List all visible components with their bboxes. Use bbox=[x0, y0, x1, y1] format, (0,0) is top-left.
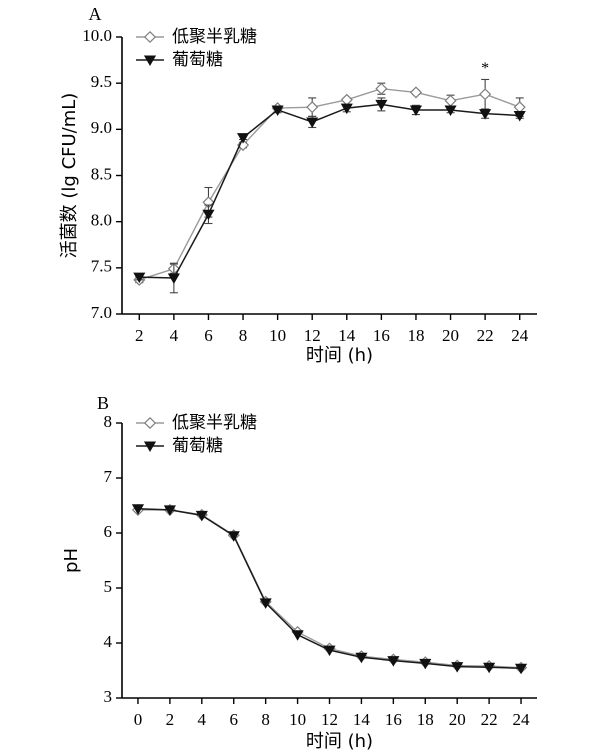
data-point bbox=[419, 658, 432, 670]
data-point bbox=[483, 662, 496, 674]
y-tick-label: 4 bbox=[104, 632, 113, 651]
data-point bbox=[195, 510, 208, 522]
x-tick-label: 10 bbox=[289, 710, 306, 729]
data-point bbox=[444, 94, 457, 107]
x-tick-label: 18 bbox=[407, 326, 424, 345]
x-tick-label: 22 bbox=[477, 326, 494, 345]
x-tick-label: 16 bbox=[385, 710, 402, 729]
data-point bbox=[271, 105, 284, 116]
data-point bbox=[236, 138, 250, 152]
y-tick-label: 5 bbox=[104, 577, 113, 596]
x-axis-label: 时间 (h) bbox=[306, 345, 373, 366]
y-axis-label: 活菌数 (lg CFU/mL) bbox=[59, 93, 80, 259]
y-tick-label: 7.5 bbox=[91, 257, 112, 276]
y-tick-label: 3 bbox=[104, 687, 113, 706]
x-tick-label: 8 bbox=[239, 326, 248, 345]
data-point bbox=[202, 209, 215, 221]
y-tick-label: 7.0 bbox=[91, 303, 112, 322]
x-tick-label: 18 bbox=[417, 710, 434, 729]
data-point bbox=[513, 101, 526, 114]
y-tick-label: 8.5 bbox=[91, 164, 112, 183]
significance-annotation: * bbox=[481, 60, 489, 77]
series-line bbox=[139, 103, 520, 279]
data-point bbox=[227, 531, 240, 542]
x-axis-label: 时间 (h) bbox=[306, 731, 373, 752]
data-point bbox=[131, 504, 145, 515]
data-point bbox=[340, 93, 353, 106]
y-axis-label: pH bbox=[61, 548, 82, 573]
data-point bbox=[236, 133, 250, 144]
legend-marker bbox=[143, 30, 157, 44]
data-point bbox=[479, 88, 492, 101]
data-point bbox=[444, 105, 457, 116]
data-point bbox=[451, 662, 464, 673]
x-tick-label: 6 bbox=[229, 710, 238, 729]
x-tick-label: 2 bbox=[166, 710, 175, 729]
panel-label: B bbox=[97, 393, 109, 413]
legend-marker bbox=[143, 441, 157, 452]
x-tick-label: 24 bbox=[511, 326, 529, 345]
legend-marker bbox=[143, 55, 157, 66]
chart-panel-a: A7.07.58.08.59.09.510.02 4 6 8 10 12 14 16 18 20 2… bbox=[59, 4, 537, 366]
data-point bbox=[514, 663, 528, 675]
x-tick-label: 20 bbox=[442, 326, 459, 345]
legend-label: 葡萄糖 bbox=[172, 436, 223, 456]
x-tick-label: 24 bbox=[513, 710, 531, 729]
data-point bbox=[375, 99, 388, 111]
data-point bbox=[259, 598, 272, 609]
y-tick-label: 8 bbox=[104, 412, 113, 431]
y-tick-label: 9.0 bbox=[91, 118, 112, 137]
series-0 bbox=[133, 78, 526, 286]
x-tick-label: 12 bbox=[304, 326, 321, 345]
data-point bbox=[409, 105, 423, 116]
data-point bbox=[323, 645, 336, 657]
x-tick-label: 6 bbox=[204, 326, 213, 345]
x-tick-label: 2 bbox=[135, 326, 144, 345]
x-tick-label: 16 bbox=[373, 326, 390, 345]
y-tick-label: 8.0 bbox=[91, 211, 112, 230]
y-tick-label: 9.5 bbox=[91, 72, 112, 91]
x-tick-label: 14 bbox=[338, 326, 356, 345]
data-point bbox=[479, 109, 492, 120]
data-point bbox=[306, 117, 319, 128]
data-point bbox=[167, 273, 180, 284]
x-tick-label: 0 bbox=[134, 710, 143, 729]
x-tick-label: 12 bbox=[321, 710, 338, 729]
data-point bbox=[387, 656, 400, 667]
x-tick-label: 10 bbox=[269, 326, 286, 345]
data-point bbox=[375, 82, 388, 95]
x-tick-label: 20 bbox=[449, 710, 466, 729]
panel-label: A bbox=[89, 4, 102, 24]
x-tick-label: 14 bbox=[353, 710, 371, 729]
x-tick-label: 4 bbox=[198, 710, 207, 729]
data-point bbox=[291, 630, 304, 641]
y-tick-label: 6 bbox=[104, 522, 113, 541]
series-1 bbox=[131, 504, 528, 675]
x-tick-label: 8 bbox=[261, 710, 270, 729]
x-tick-label: 4 bbox=[170, 326, 179, 345]
legend-label: 低聚半乳糖 bbox=[172, 27, 257, 47]
series-1 bbox=[133, 97, 526, 294]
legend-label: 低聚半乳糖 bbox=[172, 413, 257, 433]
legend-marker bbox=[143, 416, 157, 430]
data-point bbox=[355, 652, 368, 664]
y-tick-label: 10.0 bbox=[82, 26, 112, 45]
x-tick-label: 22 bbox=[481, 710, 498, 729]
data-point bbox=[340, 103, 353, 115]
series-line bbox=[139, 87, 520, 281]
data-point bbox=[163, 505, 176, 516]
data-point bbox=[513, 110, 526, 122]
data-point bbox=[306, 101, 319, 114]
y-tick-label: 7 bbox=[104, 467, 113, 486]
data-point bbox=[133, 272, 146, 284]
legend-label: 葡萄糖 bbox=[172, 50, 223, 70]
data-point bbox=[409, 86, 423, 99]
